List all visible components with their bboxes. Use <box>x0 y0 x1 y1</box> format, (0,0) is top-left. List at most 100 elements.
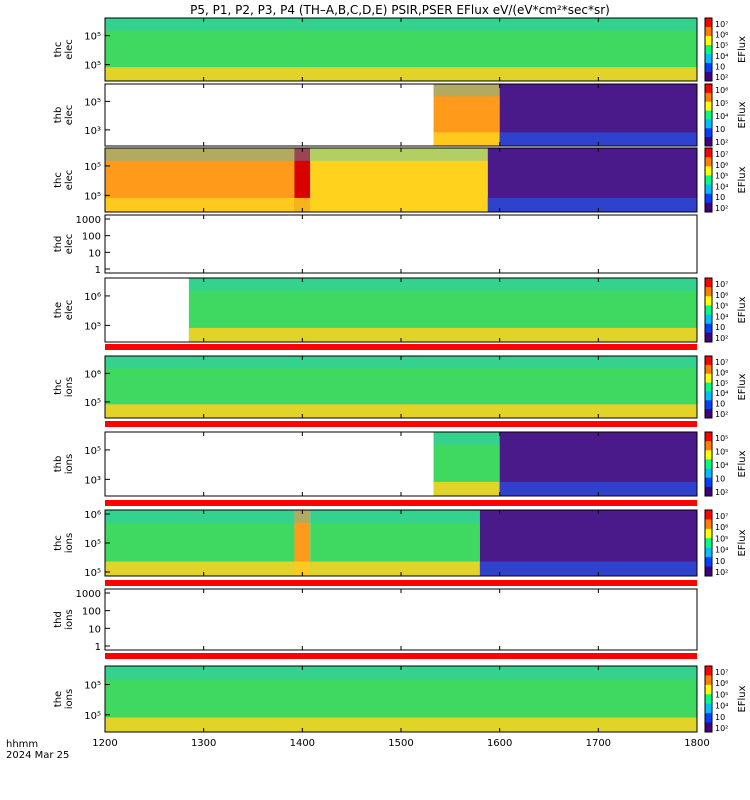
colorbar: 10⁷ 10⁶ 10⁵ 10⁴ 10⁳ 10² EFlux <box>705 666 748 733</box>
colorbar-swatch <box>705 84 712 93</box>
y-tick-label: 1 <box>95 642 101 653</box>
colorbar-label: EFlux <box>737 101 748 128</box>
y-axis-label: thcions <box>53 533 75 553</box>
colorbar-tick-label: 10⁴ <box>715 702 728 711</box>
colorbar-swatch <box>705 137 712 146</box>
y-tick-label: 10⁵ <box>84 32 101 43</box>
y-tick-label: 10⁶ <box>84 510 101 521</box>
colorbar-swatch <box>705 54 712 64</box>
colorbar-tick-label: 10⁳ <box>715 62 725 71</box>
colorbar-swatch <box>705 278 712 288</box>
quality-flag-bar <box>105 653 697 659</box>
colorbar-swatch <box>705 383 712 392</box>
y-axis-species: elec <box>64 234 75 255</box>
colorbar-swatch <box>705 72 712 82</box>
colorbar-swatch <box>705 675 712 685</box>
flux-band-high <box>310 148 488 161</box>
colorbar-swatch <box>705 63 712 73</box>
time-tick-label: 1800 <box>684 738 709 749</box>
colorbar-tick-label: 10² <box>715 488 728 497</box>
panel-the-ions: 10⁵10⁵theions10⁷10⁶10⁵10⁴10⁳10²EFlux <box>53 666 748 733</box>
colorbar-tick-label: 10⁴ <box>715 389 728 398</box>
colorbar-swatch <box>705 548 712 558</box>
figure-title: P5, P1, P2, P3, P4 (TH–A,B,C,D,E) PSIR,P… <box>190 3 610 17</box>
colorbar-tick-label: 10⁷ <box>715 358 728 367</box>
y-axis-probe: the <box>53 691 64 707</box>
colorbar-tick-label: 10² <box>715 334 728 343</box>
colorbar-swatch <box>705 685 712 695</box>
colorbar-swatch <box>705 185 712 195</box>
quality-flag-bar <box>105 580 697 586</box>
flux-band-high <box>434 84 500 96</box>
y-axis-species: elec <box>64 170 75 191</box>
flux-segment <box>105 432 434 496</box>
colorbar-tick-label: 10⁵ <box>715 534 728 543</box>
colorbar-tick-label: 10⁶ <box>715 679 728 688</box>
colorbar-tick-label: 10⁶ <box>715 523 728 532</box>
colorbar: 10⁷ 10⁶ 10⁵ 10⁴ 10⁳ 10² EFlux <box>705 356 748 419</box>
y-tick-label: 10⁶ <box>84 292 101 303</box>
colorbar-tick-label: 10⁳ <box>715 193 725 202</box>
colorbar-label: EFlux <box>737 529 748 556</box>
colorbar-swatch <box>705 305 712 315</box>
colorbar-tick-label: 10² <box>715 73 728 82</box>
colorbar-tick-label: 10⁳ <box>715 475 725 484</box>
colorbar-swatch <box>705 432 712 442</box>
y-axis-species: elec <box>64 39 75 60</box>
colorbar-tick-label: 10⁶ <box>715 86 728 95</box>
flux-band-low <box>310 561 480 576</box>
flux-band-low <box>488 198 697 212</box>
flux-band-high <box>189 278 697 291</box>
colorbar-tick-label: 10² <box>715 568 728 577</box>
colorbar-swatch <box>705 203 712 213</box>
y-axis-probe: thc <box>53 535 64 551</box>
colorbar-swatch <box>705 469 712 479</box>
colorbar: 10⁷ 10⁶ 10⁵ 10⁴ 10⁳ 10² EFlux <box>705 148 748 213</box>
y-tick-label: 10⁵ <box>84 539 101 550</box>
colorbar-swatch <box>705 194 712 204</box>
colorbar-swatch <box>705 128 712 137</box>
quality-flag-bar <box>105 421 697 427</box>
time-tick-label: 1300 <box>191 738 216 749</box>
colorbar-tick-label: 10⁴ <box>715 52 728 61</box>
colorbar-swatch <box>705 400 712 409</box>
colorbar-swatch <box>705 713 712 723</box>
y-axis-species: elec <box>64 105 75 126</box>
y-axis-probe: thd <box>53 611 64 628</box>
colorbar-swatch <box>705 296 712 306</box>
flux-segment <box>105 278 189 342</box>
flux-band-low <box>105 198 294 212</box>
colorbar-tick-label: 10² <box>715 410 728 419</box>
colorbar-label: EFlux <box>737 36 748 63</box>
colorbar-tick-label: 10⁵ <box>715 41 728 50</box>
y-axis-label: thbions <box>53 454 75 474</box>
time-axis: 1200 1300 1400 1500 1600 1700 1800 <box>92 738 709 749</box>
y-tick-label: 10⁵ <box>84 162 101 173</box>
colorbar-swatch <box>705 529 712 539</box>
y-axis-label: thcelec <box>53 170 75 191</box>
y-tick-label: 10⁵ <box>84 97 101 108</box>
colorbar-swatch <box>705 111 712 120</box>
colorbar-tick-label: 10⁴ <box>715 182 728 191</box>
flux-band-high <box>310 510 480 523</box>
colorbar-tick-label: 10⁵ <box>715 690 728 699</box>
colorbar-swatch <box>705 27 712 37</box>
colorbar-tick-label: 10⁳ <box>715 713 725 722</box>
y-tick-label: 10⁵ <box>84 191 101 202</box>
y-tick-label: 100 <box>82 232 101 243</box>
flux-band-low <box>480 561 697 576</box>
colorbar-tick-label: 10⁵ <box>715 172 728 181</box>
colorbar-swatch <box>705 356 712 365</box>
colorbar-swatch <box>705 365 712 374</box>
quality-flag-bar <box>105 344 697 350</box>
flux-band-high <box>488 148 697 161</box>
y-axis-label: thdions <box>53 609 75 629</box>
colorbar-swatch <box>705 157 712 167</box>
colorbar-swatch <box>705 487 712 497</box>
colorbar-tick-label: 10⁵ <box>715 448 728 457</box>
colorbar-tick-label: 10² <box>715 204 728 213</box>
colorbar-tick-label: 10⁵ <box>715 99 728 108</box>
panel-thc-ions: 10⁶10⁵thcions10⁷10⁶10⁵10⁴10⁳10²EFlux <box>53 356 748 419</box>
colorbar-swatch <box>705 333 712 343</box>
